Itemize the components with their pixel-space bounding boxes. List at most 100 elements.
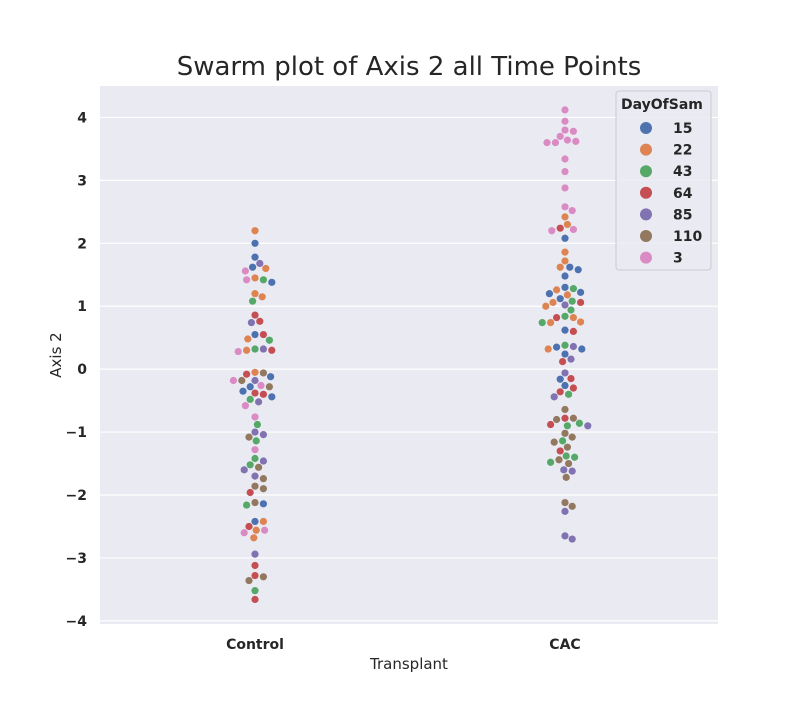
data-point xyxy=(229,376,237,385)
data-point xyxy=(245,576,253,585)
data-point xyxy=(561,203,569,211)
data-point xyxy=(561,350,569,358)
data-point xyxy=(568,206,576,215)
data-point xyxy=(561,117,569,125)
data-point xyxy=(565,459,573,468)
legend-marker xyxy=(640,165,652,178)
y-tick-label: −3 xyxy=(66,551,87,567)
data-point xyxy=(556,224,564,232)
data-point xyxy=(243,370,251,378)
data-point xyxy=(561,532,569,540)
data-point xyxy=(567,374,575,383)
data-point xyxy=(547,458,555,466)
data-point xyxy=(561,106,569,114)
y-tick-label: 0 xyxy=(77,362,87,378)
data-point xyxy=(256,317,264,325)
data-point xyxy=(561,301,569,309)
data-point xyxy=(550,393,558,401)
data-point xyxy=(538,318,546,327)
data-point xyxy=(561,167,569,176)
data-point xyxy=(545,290,554,298)
data-point xyxy=(251,389,259,397)
data-point xyxy=(245,433,253,441)
data-point xyxy=(556,132,564,140)
legend-marker xyxy=(640,251,652,264)
data-point xyxy=(250,534,258,542)
data-point xyxy=(251,428,259,436)
legend-marker xyxy=(640,230,652,242)
x-tick-label: Control xyxy=(226,637,284,653)
x-tick-label: CAC xyxy=(549,637,580,653)
data-point xyxy=(259,276,267,284)
data-point xyxy=(251,472,259,480)
data-point xyxy=(549,298,557,307)
data-point xyxy=(251,253,259,261)
data-point xyxy=(251,274,259,282)
data-point xyxy=(268,346,276,354)
data-point xyxy=(556,263,564,271)
data-point xyxy=(246,461,254,469)
data-point xyxy=(569,313,578,322)
data-point xyxy=(243,501,251,509)
data-point xyxy=(561,248,569,256)
data-point xyxy=(251,587,259,595)
data-point xyxy=(259,573,267,581)
data-point xyxy=(542,302,550,310)
data-point xyxy=(563,291,572,299)
legend-label: 3 xyxy=(673,251,683,267)
data-point xyxy=(569,127,578,135)
data-point xyxy=(561,326,569,334)
data-point xyxy=(265,336,273,344)
data-point xyxy=(255,398,263,406)
data-point xyxy=(561,213,569,221)
data-point xyxy=(555,456,563,464)
data-point xyxy=(255,463,263,471)
data-point xyxy=(252,437,260,445)
data-point xyxy=(246,395,254,403)
data-point xyxy=(561,126,569,134)
data-point xyxy=(257,381,265,390)
data-point xyxy=(559,437,567,445)
data-point xyxy=(561,155,569,163)
data-point xyxy=(547,420,555,429)
data-point xyxy=(556,295,564,303)
data-point xyxy=(561,498,569,507)
data-point xyxy=(251,571,259,580)
data-point xyxy=(561,234,569,242)
data-point xyxy=(577,288,585,296)
data-point xyxy=(566,263,574,271)
data-point xyxy=(238,376,246,385)
data-point xyxy=(259,390,267,398)
data-point xyxy=(556,388,564,396)
data-point xyxy=(561,405,569,414)
data-point xyxy=(241,267,249,275)
data-point xyxy=(577,298,585,307)
data-point xyxy=(551,139,560,147)
legend-label: 85 xyxy=(673,207,692,223)
y-tick-label: 1 xyxy=(77,299,87,315)
data-point xyxy=(544,345,552,353)
data-point xyxy=(561,312,569,320)
legend-title: DayOfSam xyxy=(621,97,703,113)
data-point xyxy=(251,330,259,339)
data-point xyxy=(553,313,561,322)
legend-marker xyxy=(640,208,652,221)
data-point xyxy=(572,137,580,145)
swarm-points xyxy=(229,106,592,604)
data-point xyxy=(259,500,267,508)
data-point xyxy=(569,285,578,293)
legend-box xyxy=(615,90,712,271)
data-point xyxy=(574,266,582,274)
data-point xyxy=(240,466,248,474)
data-point xyxy=(563,136,572,144)
data-point xyxy=(251,227,259,235)
data-point xyxy=(569,225,578,234)
data-point xyxy=(563,443,572,451)
data-point xyxy=(267,373,275,381)
legend-label: 15 xyxy=(673,121,692,137)
data-point xyxy=(259,517,267,526)
legend-label: 22 xyxy=(673,143,692,159)
data-point xyxy=(569,342,578,351)
data-point xyxy=(561,257,569,265)
